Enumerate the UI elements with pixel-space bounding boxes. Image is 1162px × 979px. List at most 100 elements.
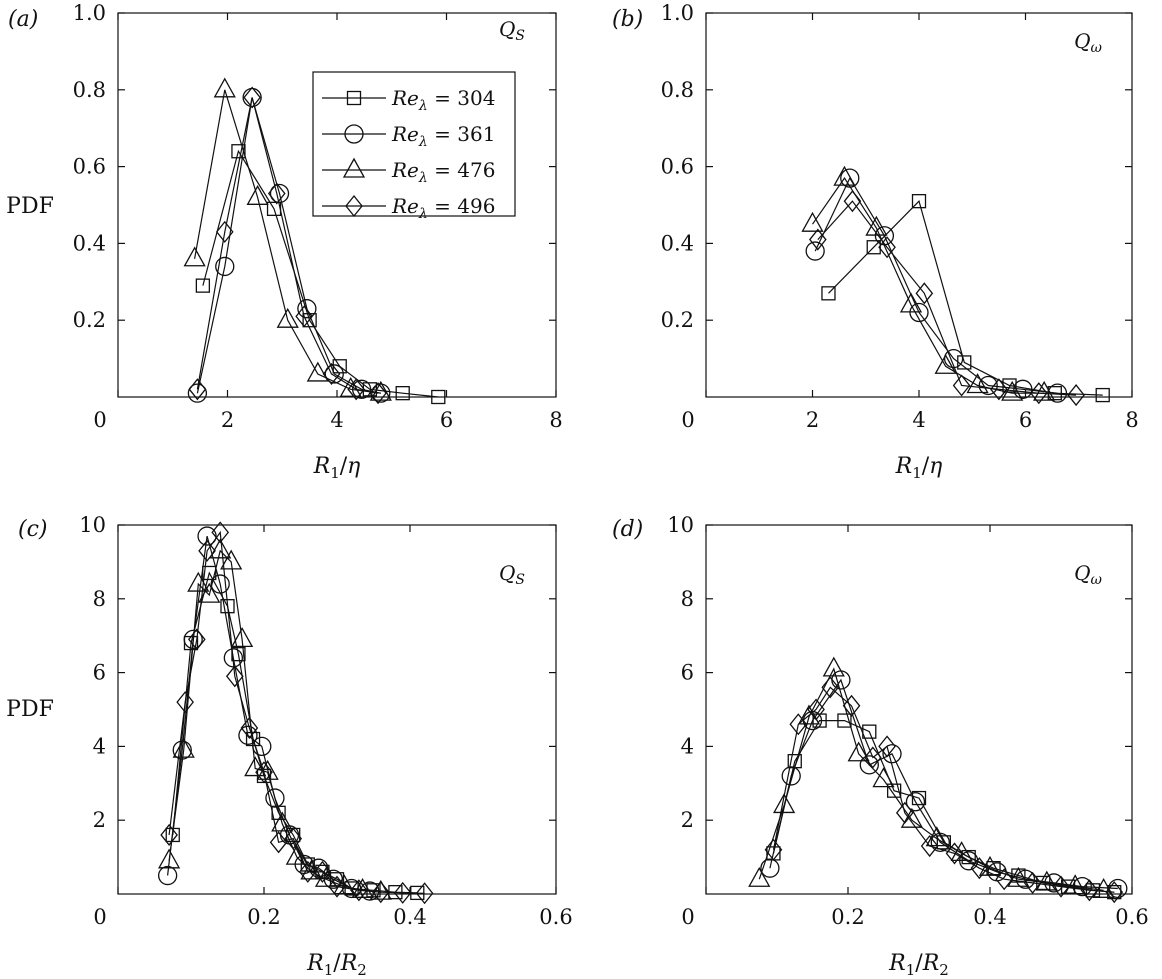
data-point-diamond <box>895 801 914 824</box>
data-point-diamond <box>1105 881 1124 904</box>
data-point-triangle <box>847 741 870 762</box>
data-point-diamond <box>160 823 178 847</box>
data-point-triangle <box>822 656 845 677</box>
data-point-diamond <box>267 182 286 205</box>
series-triangle <box>748 656 1115 898</box>
data-point-circle <box>269 183 290 204</box>
data-point-triangle <box>1033 380 1056 401</box>
legend-marker-diamond <box>345 194 363 218</box>
y-tick-label: 0.4 <box>661 231 694 255</box>
series-line <box>194 89 381 394</box>
data-point-square <box>431 389 446 405</box>
panel-letter: (c) <box>18 517 48 542</box>
panel-letter: (d) <box>612 517 643 542</box>
data-point-diamond <box>807 698 825 721</box>
data-point-circle <box>781 766 801 786</box>
data-point-circle <box>238 725 258 745</box>
data-point-triangle <box>209 538 232 559</box>
data-point-square <box>936 835 951 850</box>
data-point-diamond <box>295 305 313 328</box>
data-point-triangle <box>801 211 824 232</box>
data-point-diamond <box>328 875 346 898</box>
series-line <box>814 176 1058 394</box>
data-point-circle <box>909 302 929 323</box>
data-point-diamond <box>1052 875 1070 898</box>
y-tick-label: 8 <box>93 587 106 611</box>
panel-d: 0.2 0.4 0.6 0 2 4 6 8 10 (d) Qω R1/R2 <box>612 513 1149 979</box>
quantity-label: QS <box>499 17 525 44</box>
y-tick-label: 0.8 <box>73 78 106 102</box>
y-tick-label: 6 <box>93 661 106 685</box>
series-circle <box>157 526 380 901</box>
data-point-diamond <box>1080 879 1099 902</box>
x-axis-title: R1/R2 <box>306 951 367 979</box>
data-point-triangle <box>256 759 279 780</box>
series-diamond <box>160 521 434 905</box>
data-point-diamond <box>243 86 261 109</box>
data-point-circle <box>197 526 217 546</box>
legend-entry: Reλ = 476 <box>322 157 495 186</box>
legend-marker-triangle <box>342 157 366 178</box>
data-point-diamond <box>864 746 882 769</box>
quantity-label: Qω <box>1074 29 1102 56</box>
data-point-triangle <box>230 627 254 648</box>
data-point-circle <box>859 755 879 775</box>
legend: Reλ = 304 Reλ = 361 Reλ = 476 Reλ = 496 <box>312 71 516 222</box>
data-point-diamond <box>1023 871 1042 894</box>
x-tick-label: 0.6 <box>539 905 572 929</box>
panel-c: 0.2 0.4 0.6 0 2 4 6 8 10 (c) QS R1/R2 <box>18 513 573 979</box>
data-point-triangle <box>797 704 821 725</box>
data-point-diamond <box>878 236 896 259</box>
data-point-square <box>911 790 927 806</box>
data-point-square <box>821 286 836 301</box>
data-point-circle <box>324 364 344 384</box>
data-point-circle <box>882 744 902 764</box>
series-line <box>772 719 1115 893</box>
y-tick-label: 0.4 <box>73 231 106 255</box>
origin-tick-label: 0 <box>93 408 106 432</box>
series-line <box>817 200 1077 396</box>
y-tick-label: 4 <box>681 734 694 758</box>
data-point-square <box>887 783 902 798</box>
data-point-diamond <box>808 228 827 251</box>
data-point-triangle <box>314 866 338 887</box>
data-point-triangle <box>966 373 989 394</box>
data-point-diamond <box>240 716 259 739</box>
legend-box <box>312 71 516 217</box>
legend-entry: Reλ = 361 <box>322 122 495 150</box>
data-point-diamond <box>915 282 934 305</box>
panel-b: 2 4 6 8 0 0.2 0.4 0.6 0.8 1.0 (b) Qω R1/η <box>612 1 1139 482</box>
legend-marker-circle <box>344 124 364 144</box>
x-axis-title: R1/η <box>895 454 943 482</box>
series-diamond <box>188 86 387 405</box>
data-point-diamond <box>393 881 412 904</box>
y-tick-label: 10 <box>79 513 106 537</box>
data-point-triangle <box>198 582 221 603</box>
series-line <box>769 678 1118 890</box>
series-line <box>196 97 381 394</box>
data-point-diamond <box>211 521 230 544</box>
data-point-circle <box>760 858 780 878</box>
data-point-circle <box>215 256 235 277</box>
y-tick-label: 0.6 <box>661 155 694 179</box>
data-point-diamond <box>789 713 808 736</box>
legend-label: Reλ = 304 <box>391 86 495 114</box>
series-line <box>196 97 379 394</box>
legend-label: Reλ = 361 <box>391 122 495 150</box>
y-axis-title-top: PDF <box>6 194 54 219</box>
data-point-triangle <box>748 866 771 887</box>
data-point-diamond <box>415 882 434 905</box>
data-point-diamond <box>284 827 303 850</box>
data-point-triangle <box>276 307 299 328</box>
data-point-diamond <box>347 378 365 401</box>
data-point-triangle <box>157 848 181 869</box>
data-point-triangle <box>369 879 392 900</box>
data-point-diamond <box>313 860 332 883</box>
data-point-diamond <box>225 665 244 688</box>
data-point-triangle <box>339 376 362 397</box>
data-point-triangle <box>213 77 236 98</box>
data-point-triangle <box>172 737 195 758</box>
data-point-triangle <box>1035 870 1058 891</box>
data-point-diamond <box>371 881 390 904</box>
